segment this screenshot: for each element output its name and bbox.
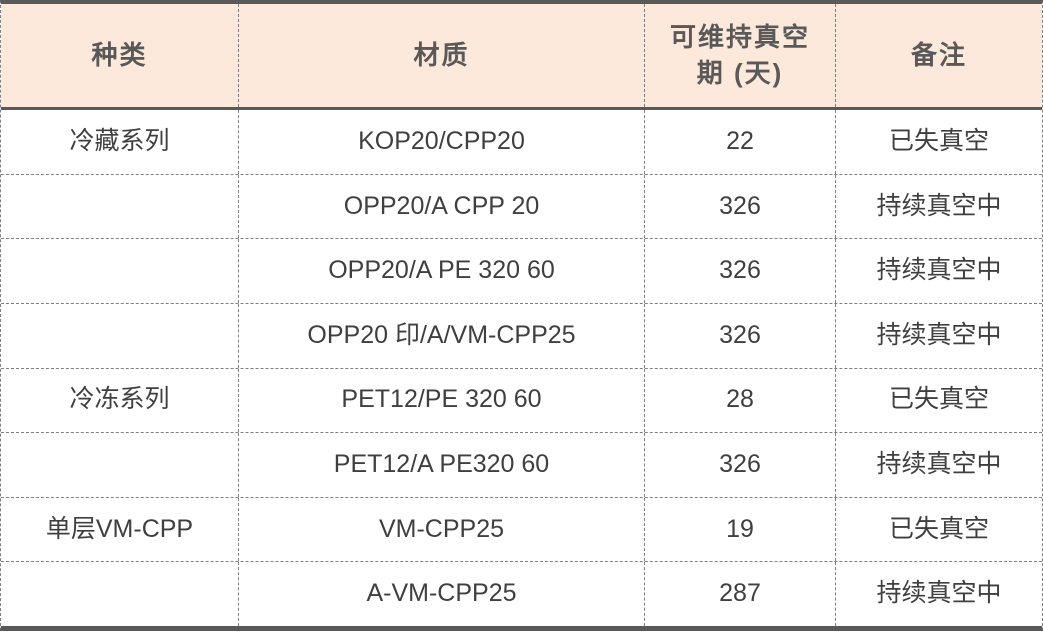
table-row: OPP20/A CPP 20 326 持续真空中 [1, 173, 1042, 239]
cell-days: 326 [645, 433, 836, 497]
header-note: 备注 [910, 39, 967, 70]
cell-material: OPP20/A CPP 20 [239, 174, 645, 239]
cell-category [1, 174, 239, 239]
table-row: OPP20 印/A/VM-CPP25 326 持续真空中 [1, 302, 1042, 368]
cell-material: KOP20/CPP20 [239, 110, 645, 174]
cell-material: A-VM-CPP25 [239, 562, 645, 626]
table-header-row: 种类 材质 可维持真空 期 (天) 备注 [1, 4, 1042, 110]
table-row: 单层VM-CPP VM-CPP25 19 已失真空 [1, 496, 1042, 562]
cell-category [1, 239, 239, 303]
cell-note: 已失真空 [888, 126, 989, 155]
cell-material: PET12/PE 320 60 [239, 368, 645, 433]
cell-category [1, 562, 239, 626]
cell-material: OPP20 印/A/VM-CPP25 [239, 303, 645, 368]
cell-days: 287 [645, 562, 836, 626]
cell-note: 持续真空中 [876, 256, 1002, 285]
cell-days: 326 [645, 303, 836, 368]
cell-days: 19 [645, 497, 836, 562]
header-category: 种类 [1, 4, 239, 107]
cell-category: 冷藏系列 [1, 110, 239, 174]
cell-category [1, 303, 239, 368]
header-vacuum-days: 可维持真空 期 (天) [645, 4, 836, 107]
cell-note: 持续真空中 [876, 450, 1002, 479]
cell-material: VM-CPP25 [239, 497, 645, 562]
cell-note: 持续真空中 [876, 579, 1002, 608]
table-row: A-VM-CPP25 287 持续真空中 [1, 561, 1042, 626]
cell-note: 持续真空中 [876, 320, 1002, 349]
table-row: PET12/A PE320 60 326 持续真空中 [1, 432, 1042, 497]
cell-days: 22 [645, 110, 836, 174]
cell-material: PET12/A PE320 60 [239, 433, 645, 497]
cell-material: OPP20/A PE 320 60 [239, 239, 645, 303]
cell-note: 已失真空 [888, 385, 989, 414]
table-row: 冷藏系列 KOP20/CPP20 22 已失真空 [1, 110, 1042, 174]
cell-category [1, 433, 239, 497]
cell-days: 326 [645, 174, 836, 239]
cell-category: 冷冻系列 [1, 368, 239, 433]
table-row: 冷冻系列 PET12/PE 320 60 28 已失真空 [1, 367, 1042, 433]
cell-category: 单层VM-CPP [1, 497, 239, 562]
cell-days: 326 [645, 239, 836, 303]
cell-note: 已失真空 [888, 514, 989, 543]
header-material: 材质 [239, 4, 645, 107]
table-row: OPP20/A PE 320 60 326 持续真空中 [1, 238, 1042, 303]
cell-note: 持续真空中 [876, 191, 1002, 220]
cell-days: 28 [645, 368, 836, 433]
